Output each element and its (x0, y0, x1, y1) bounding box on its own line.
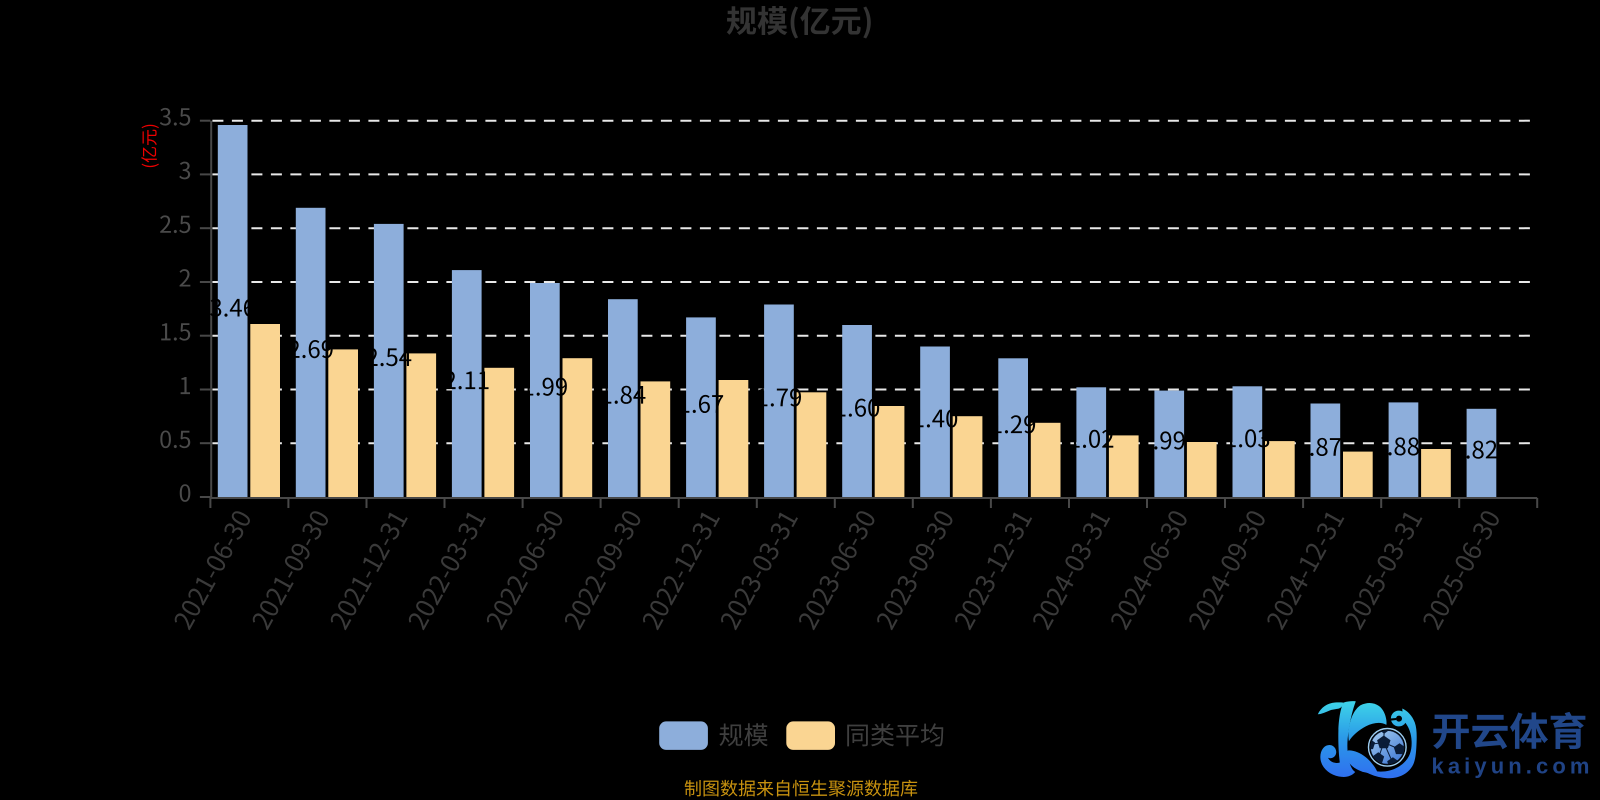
svg-text:kaiyun.com: kaiyun.com (1432, 754, 1594, 779)
